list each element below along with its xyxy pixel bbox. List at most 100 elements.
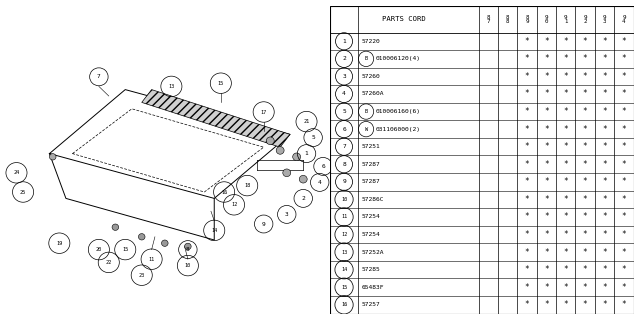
Text: *: * bbox=[583, 142, 588, 151]
Circle shape bbox=[138, 234, 145, 240]
Text: 11: 11 bbox=[341, 214, 347, 220]
Text: *: * bbox=[621, 230, 626, 239]
Text: 8
9: 8 9 bbox=[525, 15, 529, 24]
Text: *: * bbox=[525, 142, 529, 151]
Text: *: * bbox=[563, 265, 568, 274]
Text: *: * bbox=[583, 72, 588, 81]
Text: *: * bbox=[544, 195, 548, 204]
Circle shape bbox=[292, 153, 301, 161]
Text: *: * bbox=[583, 230, 588, 239]
Text: 18: 18 bbox=[244, 183, 250, 188]
Text: *: * bbox=[602, 160, 607, 169]
Text: 15: 15 bbox=[218, 81, 224, 86]
Text: *: * bbox=[544, 37, 548, 46]
Text: 13: 13 bbox=[341, 250, 347, 255]
Circle shape bbox=[283, 169, 291, 177]
Text: 9
3: 9 3 bbox=[603, 15, 606, 24]
Text: 5: 5 bbox=[311, 135, 315, 140]
Text: *: * bbox=[544, 230, 548, 239]
Text: 57252A: 57252A bbox=[362, 250, 384, 255]
Circle shape bbox=[266, 137, 274, 145]
Text: *: * bbox=[583, 54, 588, 63]
Text: *: * bbox=[525, 107, 529, 116]
Text: 9: 9 bbox=[262, 221, 266, 227]
Text: *: * bbox=[544, 72, 548, 81]
Text: *: * bbox=[563, 54, 568, 63]
Text: 19: 19 bbox=[56, 241, 63, 246]
Text: *: * bbox=[602, 124, 607, 134]
Text: *: * bbox=[621, 160, 626, 169]
Text: *: * bbox=[602, 195, 607, 204]
Text: *: * bbox=[525, 90, 529, 99]
Text: 5: 5 bbox=[342, 109, 346, 114]
Text: *: * bbox=[544, 177, 548, 186]
Text: 57251: 57251 bbox=[362, 144, 380, 149]
Text: *: * bbox=[621, 107, 626, 116]
Text: *: * bbox=[621, 54, 626, 63]
Text: *: * bbox=[583, 300, 588, 309]
Text: *: * bbox=[563, 142, 568, 151]
Text: 57257: 57257 bbox=[362, 302, 380, 307]
Text: *: * bbox=[525, 300, 529, 309]
Text: B: B bbox=[365, 109, 367, 114]
Text: *: * bbox=[583, 283, 588, 292]
Text: *: * bbox=[563, 72, 568, 81]
Text: 10: 10 bbox=[341, 197, 347, 202]
Text: 8: 8 bbox=[186, 247, 189, 252]
Text: *: * bbox=[525, 37, 529, 46]
Text: 16: 16 bbox=[341, 302, 347, 307]
Text: 8
8: 8 8 bbox=[506, 15, 509, 24]
Text: 17: 17 bbox=[260, 109, 267, 115]
Text: 13: 13 bbox=[168, 84, 175, 89]
Text: *: * bbox=[544, 142, 548, 151]
Text: *: * bbox=[544, 300, 548, 309]
Text: *: * bbox=[563, 300, 568, 309]
Text: *: * bbox=[544, 107, 548, 116]
Text: 57260A: 57260A bbox=[362, 92, 384, 97]
Text: *: * bbox=[602, 300, 607, 309]
Text: 3: 3 bbox=[285, 212, 289, 217]
Circle shape bbox=[49, 154, 56, 160]
Text: *: * bbox=[602, 37, 607, 46]
Text: 57287: 57287 bbox=[362, 179, 380, 184]
Text: *: * bbox=[544, 90, 548, 99]
Text: *: * bbox=[602, 230, 607, 239]
Text: *: * bbox=[583, 248, 588, 257]
Text: 2: 2 bbox=[301, 196, 305, 201]
Text: B: B bbox=[365, 56, 367, 61]
Text: 9
0: 9 0 bbox=[545, 15, 548, 24]
Text: 8: 8 bbox=[342, 162, 346, 167]
Text: *: * bbox=[563, 107, 568, 116]
Text: 8
7: 8 7 bbox=[486, 15, 490, 24]
Text: 16: 16 bbox=[221, 189, 227, 195]
Text: *: * bbox=[602, 90, 607, 99]
Text: 9
2: 9 2 bbox=[584, 15, 587, 24]
Text: 57287: 57287 bbox=[362, 162, 380, 167]
Text: *: * bbox=[525, 54, 529, 63]
Text: *: * bbox=[621, 265, 626, 274]
Text: 3: 3 bbox=[342, 74, 346, 79]
Text: *: * bbox=[621, 195, 626, 204]
Text: 25: 25 bbox=[20, 189, 26, 195]
Text: *: * bbox=[563, 124, 568, 134]
Text: *: * bbox=[621, 37, 626, 46]
Text: *: * bbox=[583, 177, 588, 186]
Text: *: * bbox=[602, 283, 607, 292]
Text: *: * bbox=[544, 54, 548, 63]
Text: *: * bbox=[563, 283, 568, 292]
Text: *: * bbox=[544, 124, 548, 134]
Polygon shape bbox=[141, 90, 290, 147]
Text: *: * bbox=[602, 248, 607, 257]
Text: *: * bbox=[621, 124, 626, 134]
Text: 4: 4 bbox=[318, 180, 321, 185]
Text: *: * bbox=[563, 212, 568, 221]
Text: *: * bbox=[621, 212, 626, 221]
Text: *: * bbox=[563, 160, 568, 169]
Text: 22: 22 bbox=[106, 260, 112, 265]
Text: 031106000(2): 031106000(2) bbox=[375, 127, 420, 132]
Text: 12: 12 bbox=[231, 202, 237, 207]
Text: 6: 6 bbox=[342, 127, 346, 132]
Text: 10: 10 bbox=[185, 263, 191, 268]
Text: 57285: 57285 bbox=[362, 267, 380, 272]
Text: 21: 21 bbox=[303, 119, 310, 124]
